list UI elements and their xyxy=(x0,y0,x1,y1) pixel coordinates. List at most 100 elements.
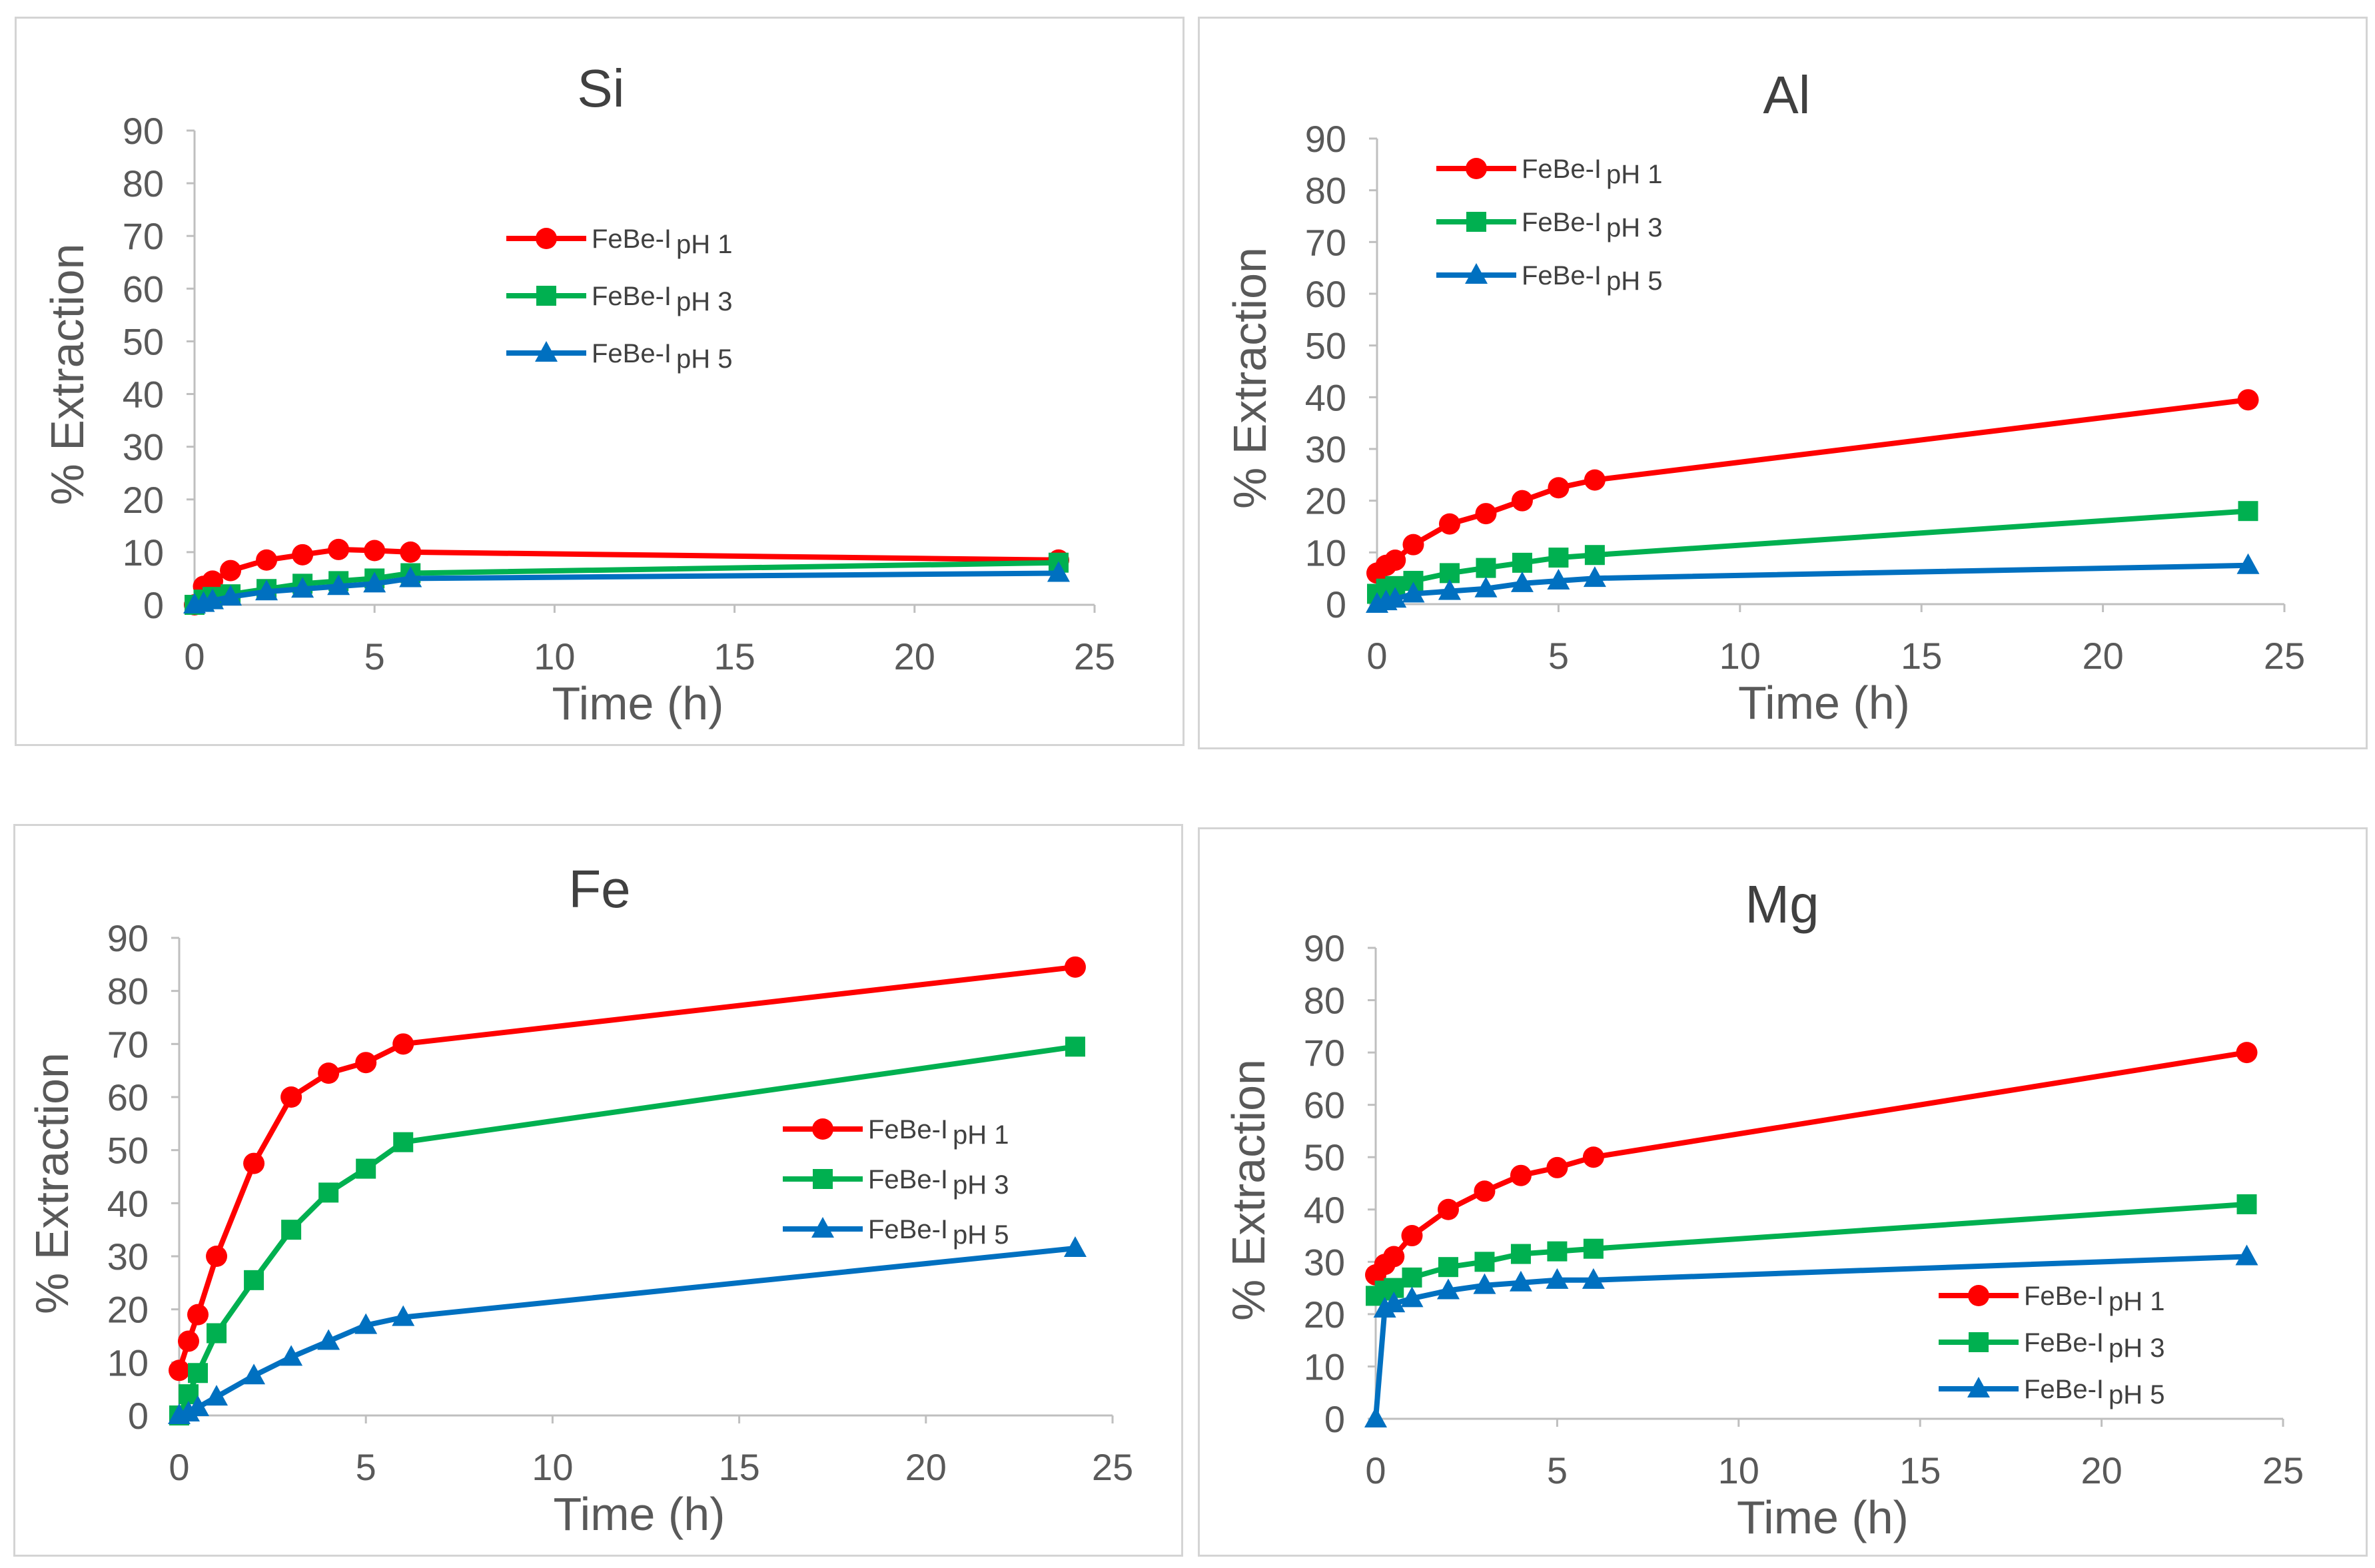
y-tick-label: 60 xyxy=(1304,1084,1345,1126)
data-point xyxy=(1473,1273,1496,1294)
y-tick-label: 80 xyxy=(107,971,149,1012)
data-point xyxy=(1063,1236,1087,1258)
data-point xyxy=(393,1132,414,1152)
series-line xyxy=(1376,508,2248,596)
data-point xyxy=(1509,1270,1532,1292)
data-point xyxy=(1401,1225,1423,1247)
series-line xyxy=(1373,1050,2248,1277)
legend-ph: pH 1 xyxy=(1606,160,1663,189)
legend-label: FeBe-I xyxy=(592,224,672,254)
legend-ph: pH 1 xyxy=(676,230,733,259)
y-tick-label: 50 xyxy=(123,320,164,362)
chart-mg: Mg 0 10 20 30 40 50 60 70 80 90 0 5 10 15 20 25 Time (h)%… xyxy=(1222,875,2304,1543)
chart-si: Si 0 10 20 30 40 50 60 70 80 90 0 5 10 15 20 25 Time (h)%… xyxy=(41,59,1115,729)
data-point xyxy=(169,1360,190,1381)
data-point xyxy=(187,1304,209,1326)
data-point xyxy=(1510,1244,1531,1264)
y-tick-label: 60 xyxy=(123,268,164,310)
y-tick-label: 0 xyxy=(128,1395,149,1437)
y-axis-label: % Extraction xyxy=(26,1052,78,1314)
x-tick-label: 25 xyxy=(1092,1446,1133,1488)
x-tick-label: 10 xyxy=(532,1446,573,1488)
legend-label: FeBe-I xyxy=(2024,1375,2104,1404)
y-tick-label: 0 xyxy=(1324,1398,1345,1440)
data-point xyxy=(202,570,224,592)
y-tick-label: 90 xyxy=(107,917,149,959)
data-point xyxy=(1547,1241,1568,1262)
x-tick-label: 5 xyxy=(364,635,385,677)
series-ph-5 xyxy=(168,1236,1087,1424)
series-line xyxy=(177,964,1076,1372)
data-point xyxy=(178,1330,200,1352)
legend-entry: FeBe-I pH 3 xyxy=(1436,208,1663,242)
data-point xyxy=(1510,1164,1532,1186)
legend-entry: FeBe-I pH 5 xyxy=(1939,1375,2165,1409)
legend-marker xyxy=(1466,158,1487,179)
x-tick-label: 10 xyxy=(534,635,575,677)
y-axis-label: % Extraction xyxy=(1224,247,1276,509)
chart-title: Si xyxy=(577,59,624,118)
legend-marker xyxy=(535,341,558,362)
data-point xyxy=(356,1158,376,1179)
chart-panel-al: Al 0 10 20 30 40 50 60 70 80 90 0 5 10 15 20 25 Time (h)%… xyxy=(1198,17,2368,749)
data-point xyxy=(280,1086,302,1108)
x-tick-label: 15 xyxy=(1901,635,1942,677)
y-tick-label: 60 xyxy=(1305,273,1346,315)
series-ph-1 xyxy=(1365,1042,2258,1286)
data-point xyxy=(355,1052,377,1074)
data-point xyxy=(1546,1156,1568,1178)
data-point xyxy=(243,1152,265,1174)
y-tick-label: 70 xyxy=(1305,221,1346,263)
y-tick-label: 70 xyxy=(1304,1032,1345,1074)
data-point xyxy=(220,560,242,582)
data-point xyxy=(291,577,314,598)
legend-entry: FeBe-I pH 3 xyxy=(506,282,733,316)
data-point xyxy=(1548,477,1570,499)
data-point xyxy=(205,1385,229,1406)
data-point xyxy=(1546,1268,1569,1289)
legend-ph: pH 3 xyxy=(676,287,733,316)
x-tick-label: 15 xyxy=(713,635,755,677)
data-point xyxy=(1510,571,1534,592)
y-tick-label: 80 xyxy=(1305,170,1346,212)
data-point xyxy=(219,585,242,606)
chart-title: Fe xyxy=(568,859,630,919)
x-tick-label: 15 xyxy=(718,1446,759,1488)
legend-marker xyxy=(812,1118,833,1140)
data-point xyxy=(256,549,278,571)
series-line xyxy=(1375,397,2248,576)
chart-panel-fe: Fe 0 10 20 30 40 50 60 70 80 90 0 5 10 15 20 25 Time (h)%… xyxy=(13,824,1183,1557)
data-point xyxy=(318,1182,339,1203)
data-point xyxy=(2238,501,2258,522)
data-point xyxy=(392,1033,414,1055)
legend-entry: FeBe-I pH 3 xyxy=(783,1165,1009,1200)
data-point xyxy=(281,1220,302,1240)
y-tick-label: 60 xyxy=(107,1076,149,1118)
chart-panel-mg: Mg 0 10 20 30 40 50 60 70 80 90 0 5 10 15 20 25 Time (h)%… xyxy=(1198,827,2368,1557)
legend-label: FeBe-I xyxy=(1522,155,1602,184)
legend-marker xyxy=(1967,1377,1990,1397)
legend-entry: FeBe-I pH 5 xyxy=(1436,261,1663,296)
y-tick-label: 90 xyxy=(1304,927,1345,969)
series-ph-5 xyxy=(1366,553,2260,613)
series-line xyxy=(177,1044,1076,1417)
y-tick-label: 30 xyxy=(1304,1241,1345,1283)
data-point xyxy=(1437,1198,1459,1220)
data-point xyxy=(2237,389,2259,411)
data-point xyxy=(1474,576,1498,597)
legend-label: FeBe-I xyxy=(868,1165,948,1194)
data-point xyxy=(363,572,386,593)
x-axis-label: Time (h) xyxy=(1737,1491,1909,1543)
y-tick-label: 20 xyxy=(123,479,164,521)
legend-entry: FeBe-I pH 1 xyxy=(1436,155,1663,189)
legend-ph: pH 5 xyxy=(1606,266,1663,296)
legend-label: FeBe-I xyxy=(1522,261,1602,290)
data-point xyxy=(1373,1297,1396,1318)
y-tick-label: 40 xyxy=(1305,376,1346,418)
legend-label: FeBe-I xyxy=(868,1215,948,1244)
y-tick-label: 50 xyxy=(1305,325,1346,367)
legend-marker xyxy=(1466,212,1486,232)
legend-marker xyxy=(1969,1332,1989,1352)
x-tick-label: 0 xyxy=(184,635,205,677)
data-point xyxy=(244,1270,264,1290)
